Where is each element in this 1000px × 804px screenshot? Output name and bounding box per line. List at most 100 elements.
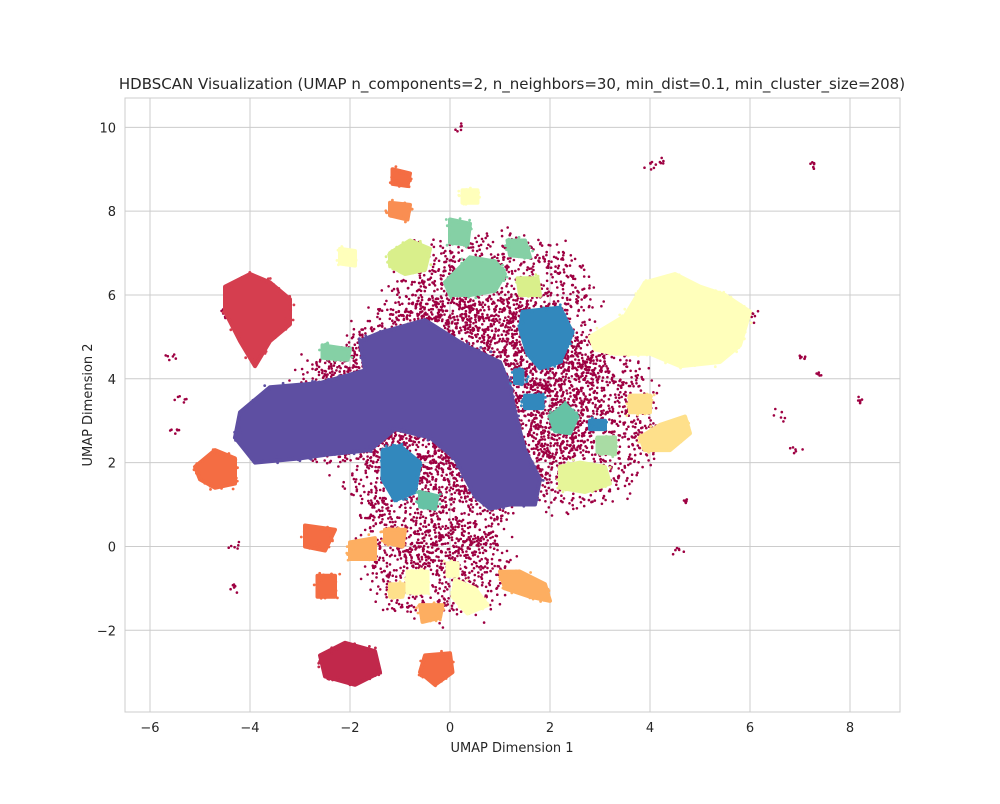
noise-point [349,459,352,462]
noise-point [431,273,434,276]
noise-point [519,343,522,346]
noise-point [474,318,477,321]
noise-point [498,311,501,314]
noise-point [445,454,448,457]
noise-point [602,300,605,303]
noise-point [486,232,489,235]
noise-point [569,293,572,296]
noise-point [475,314,478,317]
noise-point [438,559,441,562]
noise-point [443,305,446,308]
noise-point [447,328,450,331]
noise-point [521,304,524,307]
noise-point [508,277,511,280]
noise-point [448,467,451,470]
noise-point [565,309,568,312]
noise-point [567,377,570,380]
noise-point [440,278,443,281]
noise-point [487,348,490,351]
noise-point [577,339,580,342]
noise-point [398,434,401,437]
noise-point [472,327,475,330]
noise-point [478,248,481,251]
noise-point [412,495,415,498]
noise-point [346,334,349,337]
noise-point [447,555,450,558]
noise-point [490,516,493,519]
noise-point [502,299,505,302]
noise-point [500,520,503,523]
noise-point [450,503,453,506]
noise-point [404,311,407,314]
noise-point [383,502,386,505]
noise-point [513,312,516,315]
noise-point [551,276,554,279]
noise-point [467,328,470,331]
noise-point [428,443,431,446]
noise-point [379,567,382,570]
noise-point [462,551,465,554]
noise-point [455,518,458,521]
noise-point [579,402,582,405]
noise-point [480,558,483,561]
noise-point [461,249,464,252]
noise-point [559,445,562,448]
noise-point [594,390,597,393]
noise-point [608,398,611,401]
noise-point [437,523,440,526]
noise-point [510,362,513,365]
noise-point [510,320,513,323]
noise-point [463,492,466,495]
noise-point [333,364,336,367]
noise-point [596,410,599,413]
noise-point [379,318,382,321]
noise-point [445,462,448,465]
noise-point [448,480,451,483]
noise-point [597,372,600,375]
noise-point [600,399,603,402]
noise-point [372,515,375,518]
noise-point [410,498,413,501]
noise-point [405,296,408,299]
noise-point [514,293,517,296]
noise-point [360,578,363,581]
noise-point [501,514,504,517]
noise-point [473,579,476,582]
noise-point [511,536,514,539]
noise-point [602,400,605,403]
noise-point [507,512,510,515]
noise-point [587,385,590,388]
noise-point [436,515,439,518]
noise-point [458,499,461,502]
noise-point [384,303,387,306]
noise-point [451,312,454,315]
noise-point [479,309,482,312]
noise-point [554,302,557,305]
noise-point [368,502,371,505]
noise-point [493,519,496,522]
noise-point [354,481,357,484]
noise-point [446,322,449,325]
noise-point [479,337,482,340]
noise-point [490,323,493,326]
noise-point [484,518,487,521]
noise-point [556,294,559,297]
noise-point [515,308,518,311]
noise-point [481,238,484,241]
noise-point [548,260,551,263]
noise-point [422,315,425,318]
noise-point [509,326,512,329]
noise-point [543,301,546,304]
noise-point [536,254,539,257]
noise-point [446,600,449,603]
noise-point [481,334,484,337]
noise-point [546,287,549,290]
noise-point [424,520,427,523]
noise-point [586,344,589,347]
noise-point [423,472,426,475]
noise-point [565,436,568,439]
noise-point [516,362,519,365]
noise-point [544,292,547,295]
noise-point [409,513,412,516]
